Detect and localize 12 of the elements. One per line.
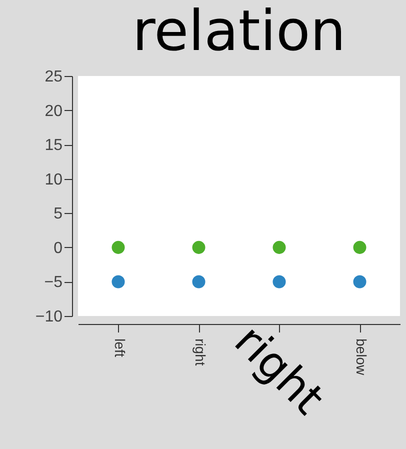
y-tick-label: −10 — [35, 308, 63, 326]
y-tick-label: 25 — [44, 68, 63, 86]
x-tick-label: left — [112, 338, 128, 358]
chart-title: relation — [132, 0, 346, 64]
y-tick-label: 10 — [44, 171, 63, 188]
y-tick-label: 15 — [44, 137, 63, 154]
y-tick-label: 20 — [44, 102, 63, 120]
x-tick-label: below — [353, 338, 370, 376]
y-tick-label: 5 — [54, 206, 63, 223]
y-tick-label: −5 — [44, 274, 63, 292]
x-tick-label: right — [192, 338, 208, 366]
y-tick-label: 0 — [54, 240, 63, 257]
